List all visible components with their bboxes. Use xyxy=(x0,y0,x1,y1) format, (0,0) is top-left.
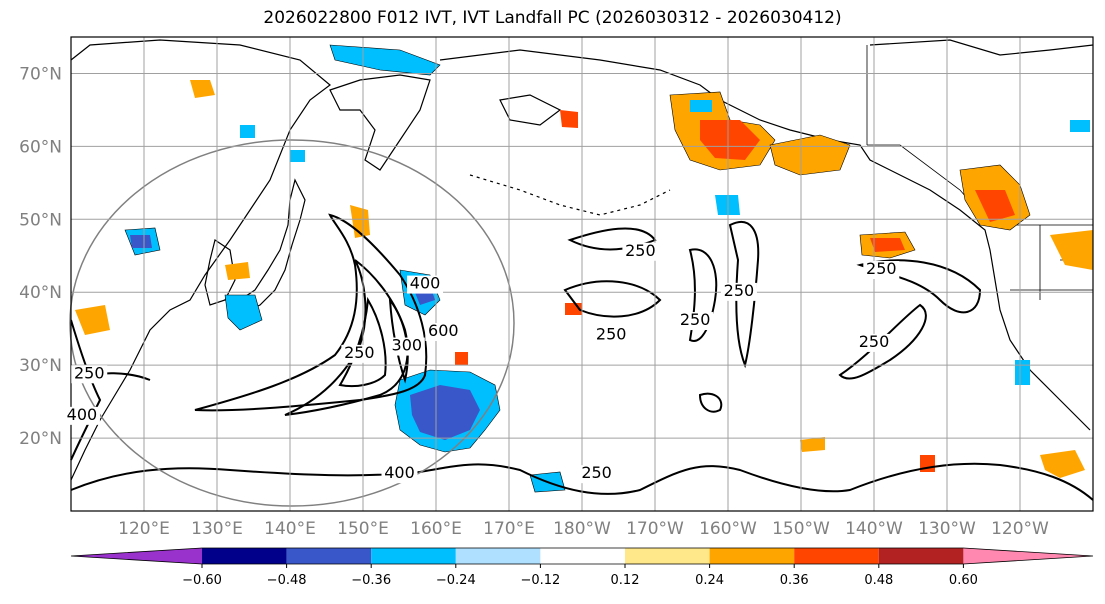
colorbar-tick-label: −0.60 xyxy=(182,573,222,588)
longitude-label: 150°W xyxy=(772,519,830,539)
latitude-label: 70°N xyxy=(19,64,62,84)
longitude-label: 160°E xyxy=(410,519,462,539)
contour-label-background xyxy=(407,275,444,294)
contour-label-background xyxy=(863,261,900,279)
colorbar-segment xyxy=(455,548,541,564)
contour-label-background xyxy=(341,344,378,363)
colorbar-segment xyxy=(878,548,964,564)
colorbar-tick-label: −0.24 xyxy=(436,573,476,588)
colorbar-tick-label: 0.24 xyxy=(695,573,724,588)
contour-label-background xyxy=(381,465,418,484)
colorbar-segment xyxy=(794,548,879,564)
latitude-label: 60°N xyxy=(19,137,62,157)
contour-label: 400 xyxy=(67,405,98,424)
map-frame xyxy=(70,36,1094,512)
colorbar-segment xyxy=(202,548,287,564)
latitude-label: 40°N xyxy=(19,283,62,303)
colorbar: −0.60 −0.48 −0.36 −0.24 −0.12 0.12 0.24 0.36 0.4… xyxy=(70,547,1094,588)
contour-label: 400 xyxy=(384,463,415,482)
contour-label-background xyxy=(720,282,757,301)
map-title: 2026022800 F012 IVT, IVT Landfall PC (20… xyxy=(263,8,842,28)
longitude-label: 130°E xyxy=(191,519,243,539)
contour-label: 250 xyxy=(859,332,890,351)
contour-label: 400 xyxy=(410,274,441,293)
latitude-label: 20°N xyxy=(19,429,62,449)
colorbar-segment xyxy=(709,548,795,564)
ivt-contours xyxy=(70,213,1094,501)
colorbar-tick-label: −0.48 xyxy=(267,573,307,588)
contour-label: 250 xyxy=(866,259,897,278)
latitude-label: 50°N xyxy=(19,210,62,230)
longitude-label: 120°W xyxy=(991,519,1049,539)
longitude-label: 180°W xyxy=(553,519,611,539)
contour-label-background xyxy=(388,337,425,356)
contour-label: 250 xyxy=(596,325,627,344)
contour-label-background xyxy=(856,333,892,352)
colorbar-segment xyxy=(963,548,1093,564)
gridlines xyxy=(71,37,1093,511)
contour-label: 250 xyxy=(724,281,755,300)
contour-label: 250 xyxy=(680,310,711,329)
longitude-label: 140°E xyxy=(264,519,316,539)
colorbar-tick-label: 0.36 xyxy=(780,573,809,588)
colorbar-segment xyxy=(540,548,625,564)
longitude-label: 120°E xyxy=(118,519,170,539)
contour-label: 600 xyxy=(428,321,459,340)
colorbar-tick-label: 0.48 xyxy=(864,573,893,588)
contour-label: 300 xyxy=(392,336,423,355)
contour-label: 250 xyxy=(581,463,612,482)
contour-label-background xyxy=(593,326,630,345)
longitude-labels: 120°E 130°E 140°E 150°E 160°E 170°E 180°W 170°W… xyxy=(118,519,1049,539)
contour-labels: 250 400 250 300 600 400 400 250 250 250 250 250 250 2… xyxy=(63,241,900,484)
colorbar-segment xyxy=(71,548,202,564)
longitude-label: 150°E xyxy=(337,519,389,539)
landfall-radius-circle xyxy=(69,139,515,507)
colorbar-segment xyxy=(286,548,372,564)
latitude-label: 30°N xyxy=(19,356,62,376)
contour-label: 250 xyxy=(344,343,375,362)
longitude-label: 170°W xyxy=(626,519,684,539)
colorbar-tick-label: −0.36 xyxy=(351,573,391,588)
longitude-label: 170°E xyxy=(483,519,535,539)
contour-label: 250 xyxy=(625,241,656,260)
contour-label-background xyxy=(63,406,100,425)
colorbar-tick-label: −0.12 xyxy=(520,573,560,588)
contour-label-background xyxy=(622,242,659,261)
longitude-label: 140°W xyxy=(845,519,903,539)
longitude-label: 130°W xyxy=(918,519,976,539)
contour-label-background xyxy=(578,465,615,484)
latitude-labels: 70°N 60°N 50°N 40°N 30°N 20°N xyxy=(19,64,62,449)
contour-label: 250 xyxy=(74,363,105,382)
longitude-label: 160°W xyxy=(699,519,757,539)
contour-label-background xyxy=(677,312,714,331)
colorbar-tick-label: 0.60 xyxy=(949,573,978,588)
contour-label-background xyxy=(71,365,108,384)
colorbar-segment xyxy=(371,548,456,564)
contour-label-background xyxy=(425,322,462,341)
colorbar-segment xyxy=(625,548,710,564)
colorbar-tick-label: 0.12 xyxy=(611,573,640,588)
